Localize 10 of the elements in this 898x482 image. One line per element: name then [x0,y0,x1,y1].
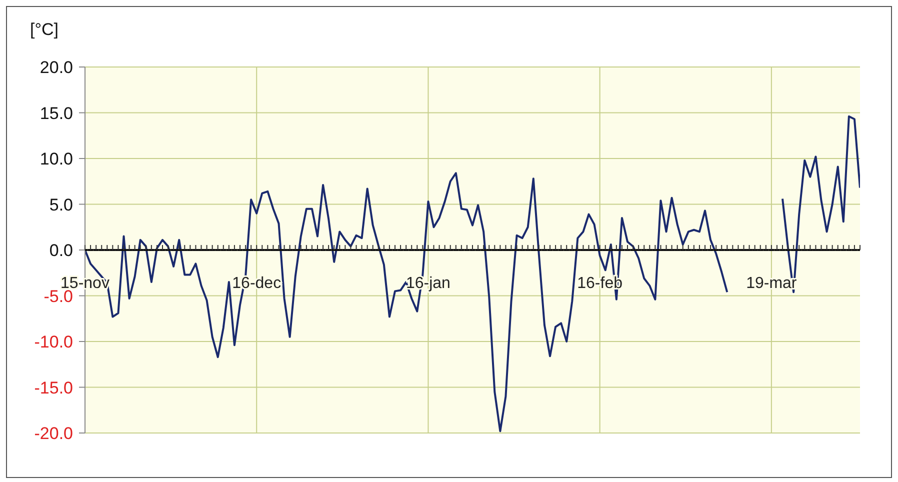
y-tick-label: 15.0 [40,104,73,123]
y-tick-label: -15.0 [34,378,73,398]
y-tick-label: 0.0 [49,241,73,260]
y-tick-label: 10.0 [40,150,73,168]
y-tick-label: 20.0 [40,58,73,77]
y-tick-label: -10.0 [34,332,73,352]
y-tick-label: 5.0 [49,195,73,214]
y-tick-label: -5.0 [44,286,73,306]
y-tick-label: -20.0 [34,424,73,443]
y-axis-title: [°C] [30,20,59,40]
